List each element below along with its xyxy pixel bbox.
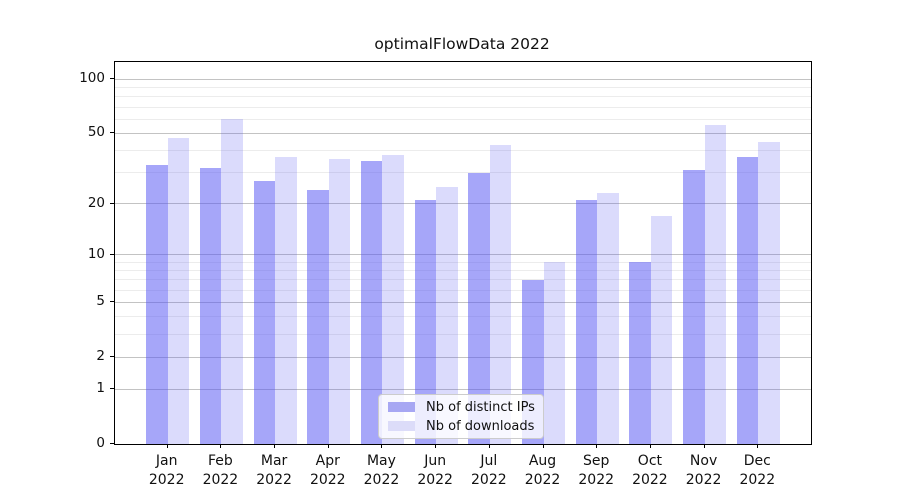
x-tick-label: Mar 2022 xyxy=(256,453,292,488)
bar-sep-distinct-ips xyxy=(575,199,598,444)
bar-apr-downloads xyxy=(328,158,351,444)
x-tick-mark xyxy=(381,444,383,448)
y-tick-mark xyxy=(110,132,114,134)
y-tick-label: 50 xyxy=(87,124,105,141)
legend-label-downloads: Nb of downloads xyxy=(426,418,535,434)
x-tick-mark xyxy=(220,444,222,448)
bar-nov-distinct-ips xyxy=(683,170,705,444)
x-tick-mark xyxy=(649,444,651,448)
gridline-minor xyxy=(115,269,811,271)
x-tick-label: May 2022 xyxy=(363,453,400,488)
y-tick-mark xyxy=(110,388,114,390)
bar-jan-distinct-ips xyxy=(146,165,168,444)
bar-feb-downloads xyxy=(221,119,243,444)
bar-mar-downloads xyxy=(275,156,297,444)
gridline-minor xyxy=(115,118,811,120)
bar-may-downloads xyxy=(382,154,404,444)
gridline-minor xyxy=(115,106,811,108)
gridline-minor xyxy=(115,172,811,174)
y-tick-label: 0 xyxy=(96,435,105,451)
gridline-minor xyxy=(115,150,811,152)
bar-dec-distinct-ips xyxy=(736,156,759,444)
gridline-major xyxy=(115,78,811,80)
bar-jun-distinct-ips xyxy=(414,199,437,444)
gridline-minor xyxy=(115,289,811,291)
x-tick-label: Apr 2022 xyxy=(309,453,346,488)
x-tick-label: Jul 2022 xyxy=(471,453,507,488)
gridline-minor xyxy=(115,261,811,263)
y-tick-mark xyxy=(110,78,114,80)
x-tick-label: Dec 2022 xyxy=(739,453,776,488)
x-tick-label: Jan 2022 xyxy=(148,453,185,488)
x-tick-mark xyxy=(488,444,490,448)
bar-dec-downloads xyxy=(758,141,780,444)
bar-feb-distinct-ips xyxy=(199,167,222,444)
plot-area: Nb of distinct IPs Nb of downloads xyxy=(114,61,812,445)
gridline-minor xyxy=(115,334,811,335)
x-tick-mark xyxy=(757,444,759,448)
bar-apr-distinct-ips xyxy=(307,189,329,444)
x-tick-mark xyxy=(166,444,168,448)
y-tick-mark xyxy=(110,202,114,204)
gridline-minor xyxy=(115,279,811,281)
gridline-minor xyxy=(115,316,811,318)
bar-jun-downloads xyxy=(436,186,458,444)
bar-oct-downloads xyxy=(650,215,673,444)
gridline-major xyxy=(115,301,811,303)
bar-may-distinct-ips xyxy=(360,160,383,444)
y-tick-label: 10 xyxy=(87,245,105,262)
gridline-major xyxy=(115,388,811,390)
legend-label-distinct-ips: Nb of distinct IPs xyxy=(426,399,535,415)
gridline-major xyxy=(115,203,811,205)
chart-title: optimalFlowData 2022 xyxy=(374,35,550,53)
y-tick-label: 1 xyxy=(96,380,105,397)
y-tick-label: 2 xyxy=(96,348,105,365)
gridline-minor xyxy=(115,87,811,89)
legend: Nb of distinct IPs Nb of downloads xyxy=(378,394,544,439)
bar-jul-distinct-ips xyxy=(468,172,490,444)
bar-mar-distinct-ips xyxy=(253,180,276,444)
x-tick-mark xyxy=(703,444,705,448)
x-tick-mark xyxy=(435,444,437,448)
y-tick-mark xyxy=(110,443,114,444)
legend-swatch-downloads xyxy=(388,421,415,431)
x-tick-mark xyxy=(327,444,329,448)
legend-item-distinct-ips: Nb of distinct IPs xyxy=(388,399,535,415)
x-tick-mark xyxy=(596,444,598,448)
y-tick-mark xyxy=(110,253,114,255)
bar-jan-downloads xyxy=(167,138,190,444)
x-tick-mark xyxy=(542,444,544,448)
bar-oct-distinct-ips xyxy=(629,262,651,444)
x-tick-label: Nov 2022 xyxy=(685,453,722,488)
gridline-major xyxy=(115,132,811,134)
y-tick-mark xyxy=(110,356,114,358)
x-tick-mark xyxy=(274,444,276,448)
y-tick-mark xyxy=(110,301,114,303)
gridline-major xyxy=(115,254,811,256)
bar-nov-downloads xyxy=(704,124,727,444)
y-tick-label: 100 xyxy=(79,70,105,87)
x-tick-label: Oct 2022 xyxy=(632,453,668,488)
x-tick-label: Feb 2022 xyxy=(202,453,239,488)
gridline-major xyxy=(115,356,811,358)
legend-swatch-distinct-ips xyxy=(388,402,415,412)
gridline-minor xyxy=(115,96,811,98)
bar-sep-downloads xyxy=(597,192,619,444)
y-tick-label: 5 xyxy=(96,293,105,310)
y-tick-label: 20 xyxy=(87,194,105,211)
x-tick-label: Jun 2022 xyxy=(417,453,453,488)
x-tick-label: Aug 2022 xyxy=(524,453,561,488)
x-tick-label: Sep 2022 xyxy=(578,453,615,488)
bar-aug-downloads xyxy=(543,262,566,444)
legend-item-downloads: Nb of downloads xyxy=(388,419,534,434)
bar-jul-downloads xyxy=(489,145,512,444)
